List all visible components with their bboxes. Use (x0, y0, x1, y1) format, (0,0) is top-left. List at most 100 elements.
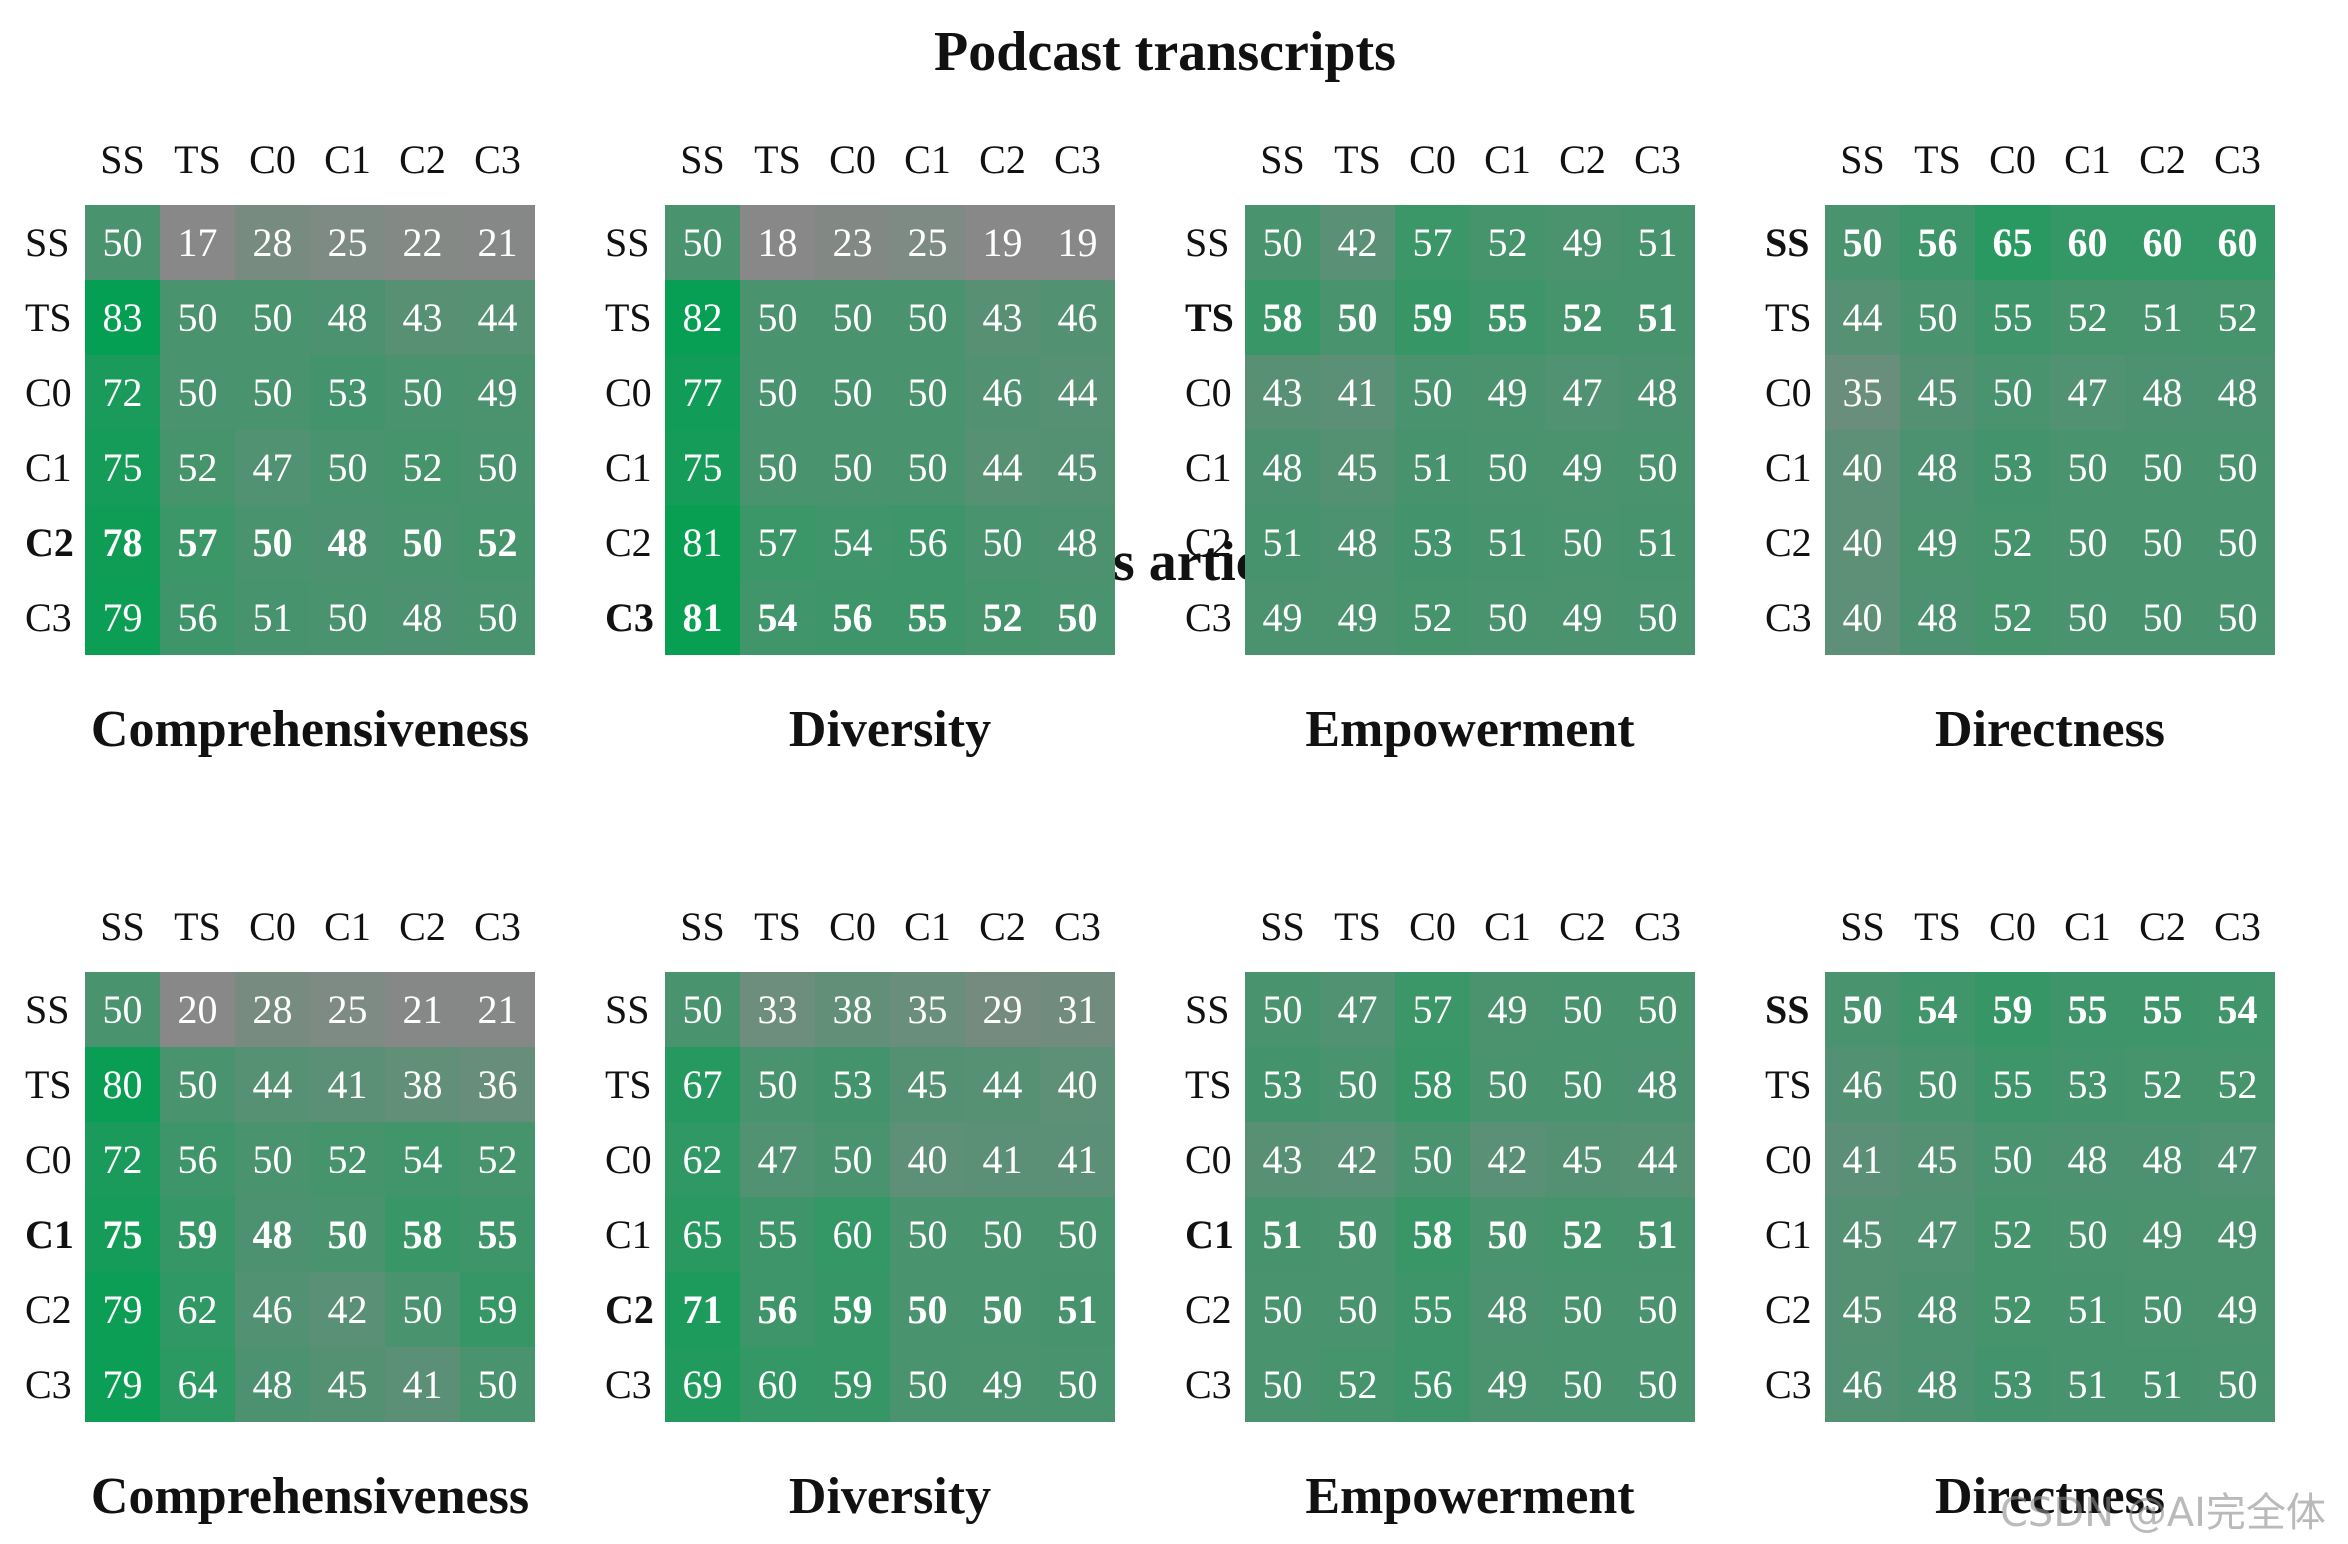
column-label: C2 (399, 904, 446, 949)
row-label: C3 (25, 595, 72, 640)
heatmap-cell: 79 (85, 1272, 160, 1347)
heatmap-cell: 51 (1245, 1197, 1320, 1272)
heatmap-panel: SS TS C0 C1 C2 C3 SS TS C0 C1 C2 C3 50 18 23 25 19 19 82 50… (605, 130, 1145, 758)
column-label: C3 (1634, 904, 1681, 949)
heatmap-cell: 49 (2200, 1197, 2275, 1272)
heatmap-panel: SS TS C0 C1 C2 C3 SS TS C0 C1 C2 C3 50 54 59 55 55 54 46 50… (1765, 897, 2305, 1525)
column-label: SS (680, 137, 725, 182)
heatmap-cell: 46 (1825, 1047, 1900, 1122)
column-label: C3 (474, 904, 521, 949)
heatmap-cell: 51 (1620, 280, 1695, 355)
row-label: TS (25, 1062, 72, 1107)
column-label: SS (1260, 904, 1305, 949)
column-label: C0 (1409, 904, 1456, 949)
heatmap-cell: 56 (1395, 1347, 1470, 1422)
row-label: C0 (1185, 1137, 1232, 1182)
heatmap-panel: SS TS C0 C1 C2 C3 SS TS C0 C1 C2 C3 50 33 38 35 29 31 67 50… (605, 897, 1145, 1525)
heatmap-cell: 51 (2125, 280, 2200, 355)
row-label: TS (605, 295, 652, 340)
heatmap-cell: 52 (160, 430, 235, 505)
heatmap-cell: 52 (1975, 1272, 2050, 1347)
heatmap-cell: 50 (1545, 505, 1620, 580)
heatmap-cell: 49 (1545, 205, 1620, 280)
heatmap-panel: SS TS C0 C1 C2 C3 SS TS C0 C1 C2 C3 50 20 28 25 21 21 80 50… (25, 897, 565, 1525)
row-label: C3 (1765, 1362, 1812, 1407)
heatmap-cell: 49 (1545, 430, 1620, 505)
heatmap-cell: 35 (1825, 355, 1900, 430)
row-label: C3 (605, 1362, 652, 1407)
heatmap-cell: 48 (235, 1197, 310, 1272)
heatmap-cell: 44 (1620, 1122, 1695, 1197)
metric-title: Directness (1934, 701, 2166, 758)
heatmap-cell: 48 (310, 280, 385, 355)
heatmap-cell: 55 (1975, 280, 2050, 355)
row-label: C1 (605, 1212, 652, 1257)
column-label: TS (1334, 137, 1381, 182)
heatmap-cell: 42 (1320, 205, 1395, 280)
column-labels: SS TS C0 C1 C2 C3 (1825, 130, 2275, 190)
heatmap-cell: 65 (665, 1197, 740, 1272)
heatmap-cell: 49 (1470, 355, 1545, 430)
heatmap-grid: 50 33 38 35 29 31 67 50 53 45 44 40 62 47 50 40 41 41 65 55… (665, 972, 1115, 1422)
heatmap-cell: 52 (460, 505, 535, 580)
heatmap-cell: 45 (1040, 430, 1115, 505)
heatmap-cell: 50 (1040, 1197, 1115, 1272)
heatmap-cell: 50 (235, 280, 310, 355)
heatmap-cell: 62 (160, 1272, 235, 1347)
heatmap-cell: 56 (1900, 205, 1975, 280)
row-label: C2 (1765, 520, 1812, 565)
heatmap-panel: SS TS C0 C1 C2 C3 SS TS C0 C1 C2 C3 50 47 57 49 50 50 53 50… (1185, 897, 1725, 1525)
row-label: C3 (1765, 595, 1812, 640)
column-labels: SS TS C0 C1 C2 C3 (85, 130, 535, 190)
heatmap-cell: 50 (1975, 1122, 2050, 1197)
heatmap-cell: 35 (890, 972, 965, 1047)
heatmap-cell: 50 (2125, 430, 2200, 505)
heatmap-cell: 56 (740, 1272, 815, 1347)
heatmap-cell: 50 (1245, 972, 1320, 1047)
heatmap-cell: 53 (1395, 505, 1470, 580)
column-label: SS (680, 904, 725, 949)
heatmap-cell: 50 (1320, 1047, 1395, 1122)
heatmap-cell: 43 (385, 280, 460, 355)
column-label: C3 (2214, 137, 2261, 182)
row-label: C1 (25, 1212, 74, 1257)
row-label: C2 (25, 520, 74, 565)
heatmap-cell: 52 (965, 580, 1040, 655)
metric-title: Comprehensiveness (90, 701, 530, 758)
heatmap-cell: 50 (2125, 505, 2200, 580)
row-label: C1 (1185, 445, 1232, 490)
heatmap-cell: 50 (965, 1197, 1040, 1272)
heatmap-cell: 41 (965, 1122, 1040, 1197)
column-label: TS (174, 137, 221, 182)
heatmap-cell: 50 (1395, 355, 1470, 430)
heatmap-cell: 25 (310, 972, 385, 1047)
heatmap-cell: 42 (310, 1272, 385, 1347)
row-labels: SS TS C0 C1 C2 C3 (1765, 205, 1821, 655)
row-label: C3 (1185, 1362, 1232, 1407)
column-label: C3 (2214, 904, 2261, 949)
column-label: C3 (474, 137, 521, 182)
heatmap-cell: 49 (460, 355, 535, 430)
heatmap-cell: 49 (2125, 1197, 2200, 1272)
column-label: C0 (1989, 904, 2036, 949)
heatmap-cell: 55 (2050, 972, 2125, 1047)
heatmap-cell: 45 (310, 1347, 385, 1422)
heatmap-cell: 41 (310, 1047, 385, 1122)
heatmap-cell: 53 (1975, 430, 2050, 505)
row-label: SS (1185, 987, 1230, 1032)
heatmap-cell: 50 (1040, 1347, 1115, 1422)
heatmap-cell: 75 (85, 1197, 160, 1272)
heatmap-cell: 50 (740, 355, 815, 430)
heatmap-cell: 51 (1620, 205, 1695, 280)
row-label: TS (605, 1062, 652, 1107)
row-label: SS (25, 987, 70, 1032)
heatmap-cell: 57 (160, 505, 235, 580)
heatmap-cell: 50 (2050, 580, 2125, 655)
heatmap-cell: 50 (890, 1272, 965, 1347)
heatmap-cell: 55 (1470, 280, 1545, 355)
heatmap-cell: 49 (965, 1347, 1040, 1422)
heatmap-cell: 50 (740, 1047, 815, 1122)
row-label: C2 (605, 1287, 654, 1332)
heatmap-cell: 44 (1040, 355, 1115, 430)
heatmap-cell: 50 (815, 355, 890, 430)
